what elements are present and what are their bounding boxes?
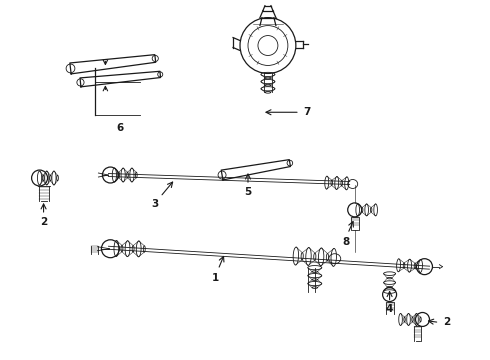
Text: 8: 8 [342,237,349,247]
Text: 2: 2 [40,217,47,227]
Text: 5: 5 [245,187,252,197]
Text: 7: 7 [303,107,311,117]
Text: 4: 4 [386,305,393,315]
Text: 6: 6 [117,123,124,133]
Text: 3: 3 [151,199,159,209]
Text: 2: 2 [443,318,450,328]
Text: 1: 1 [212,273,219,283]
